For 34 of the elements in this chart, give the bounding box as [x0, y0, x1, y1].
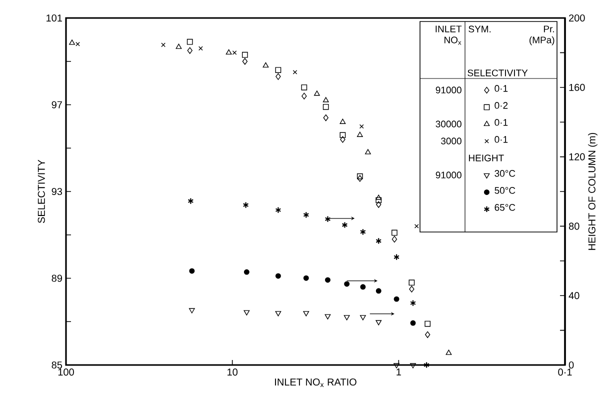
annotation: HEIGHT	[468, 154, 504, 162]
annotation: 3000	[441, 138, 462, 144]
x-tick-label: 10	[228, 368, 238, 376]
legend-label: 0·1	[494, 85, 508, 92]
annotation: 30000	[436, 120, 462, 128]
y2-tick-label: 0	[568, 361, 574, 369]
y-tick-label: 93	[52, 188, 62, 196]
annotation: SYM.	[468, 26, 491, 32]
y2-tick-label: 160	[569, 84, 585, 91]
legend-label: 30°C	[494, 170, 516, 177]
legend-label: 0·2	[494, 102, 508, 109]
x-tick-label: 1	[396, 368, 401, 376]
legend-label: 0·1	[494, 136, 508, 143]
y-tick-label: 89	[52, 274, 62, 282]
legend-label: 50°C	[494, 187, 516, 194]
x-tick-label: 100	[58, 368, 74, 376]
legend-label: 0·1	[494, 119, 508, 126]
y2-tick-label: 120	[569, 153, 585, 160]
y-tick-label: 85	[52, 361, 62, 369]
y2-tick-label: 80	[568, 222, 580, 230]
y2-axis-title: HEIGHT OF COLUMN (m)	[588, 132, 598, 250]
annotation: 91000	[436, 172, 462, 178]
annotation: 91000	[436, 86, 462, 94]
y-axis-title: SELECTIVITY	[38, 160, 45, 223]
legend-label: 65°C	[494, 204, 516, 211]
y-tick-label: 97	[52, 101, 62, 108]
y2-tick-label: 200	[569, 14, 585, 22]
y2-tick-label: 40	[568, 292, 580, 300]
annotation: SELECTIVITY	[468, 70, 528, 76]
x-tick-label: 0·1	[558, 368, 572, 376]
annotation: INLET NO$_{x}$	[436, 26, 462, 45]
y-tick-label: 101	[46, 14, 62, 22]
annotation: Pr. (MPa)	[530, 26, 554, 46]
x-axis-title: INLET NO$_{x}$ RATIO	[275, 378, 356, 387]
